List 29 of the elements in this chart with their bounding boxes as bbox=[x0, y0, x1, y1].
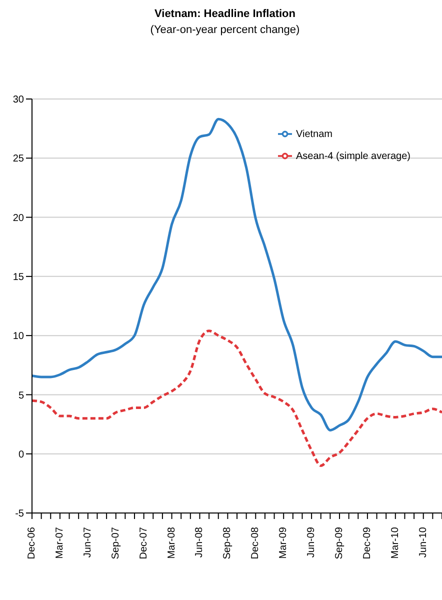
x-tick-label: Dec-09 bbox=[362, 526, 373, 560]
x-tick-label: Jun-09 bbox=[306, 526, 318, 558]
x-tick-label: Mar-09 bbox=[278, 526, 290, 559]
chart-title: Vietnam: Headline Inflation bbox=[154, 8, 296, 20]
x-tick-label: Jun-10 bbox=[418, 526, 429, 558]
legend-label: Asean-4 (simple average) bbox=[296, 151, 410, 162]
x-tick-label: Mar-07 bbox=[54, 526, 66, 559]
x-tick-label: Sep-09 bbox=[334, 526, 345, 560]
x-tick-label: Mar-08 bbox=[166, 526, 178, 559]
line-series bbox=[30, 330, 442, 467]
y-tick-label: 15 bbox=[12, 272, 24, 283]
y-tick-label: 5 bbox=[18, 390, 24, 402]
y-tick-label: 20 bbox=[12, 212, 24, 224]
chart-subtitle: (Year-on-year percent change) bbox=[149, 24, 301, 36]
y-tick-label: 10 bbox=[12, 331, 24, 342]
x-tick-label: Dec-06 bbox=[26, 526, 38, 560]
y-tick-label: 30 bbox=[12, 94, 24, 106]
x-tick-label: Jun-08 bbox=[194, 526, 206, 558]
x-tick-label: Sep-08 bbox=[222, 526, 234, 560]
line-series bbox=[30, 118, 442, 432]
legend-label: Vietnam bbox=[296, 129, 333, 140]
x-tick-label: Mar-10 bbox=[390, 526, 401, 559]
x-tick-label: Dec-07 bbox=[138, 526, 150, 560]
x-tick-label: Jun-07 bbox=[82, 526, 94, 558]
y-tick-label: -5 bbox=[15, 508, 24, 520]
x-tick-label: Sep-07 bbox=[110, 526, 122, 560]
x-tick-label: Dec-08 bbox=[250, 526, 262, 560]
y-tick-label: 0 bbox=[18, 449, 24, 460]
y-tick-label: 25 bbox=[12, 154, 24, 165]
